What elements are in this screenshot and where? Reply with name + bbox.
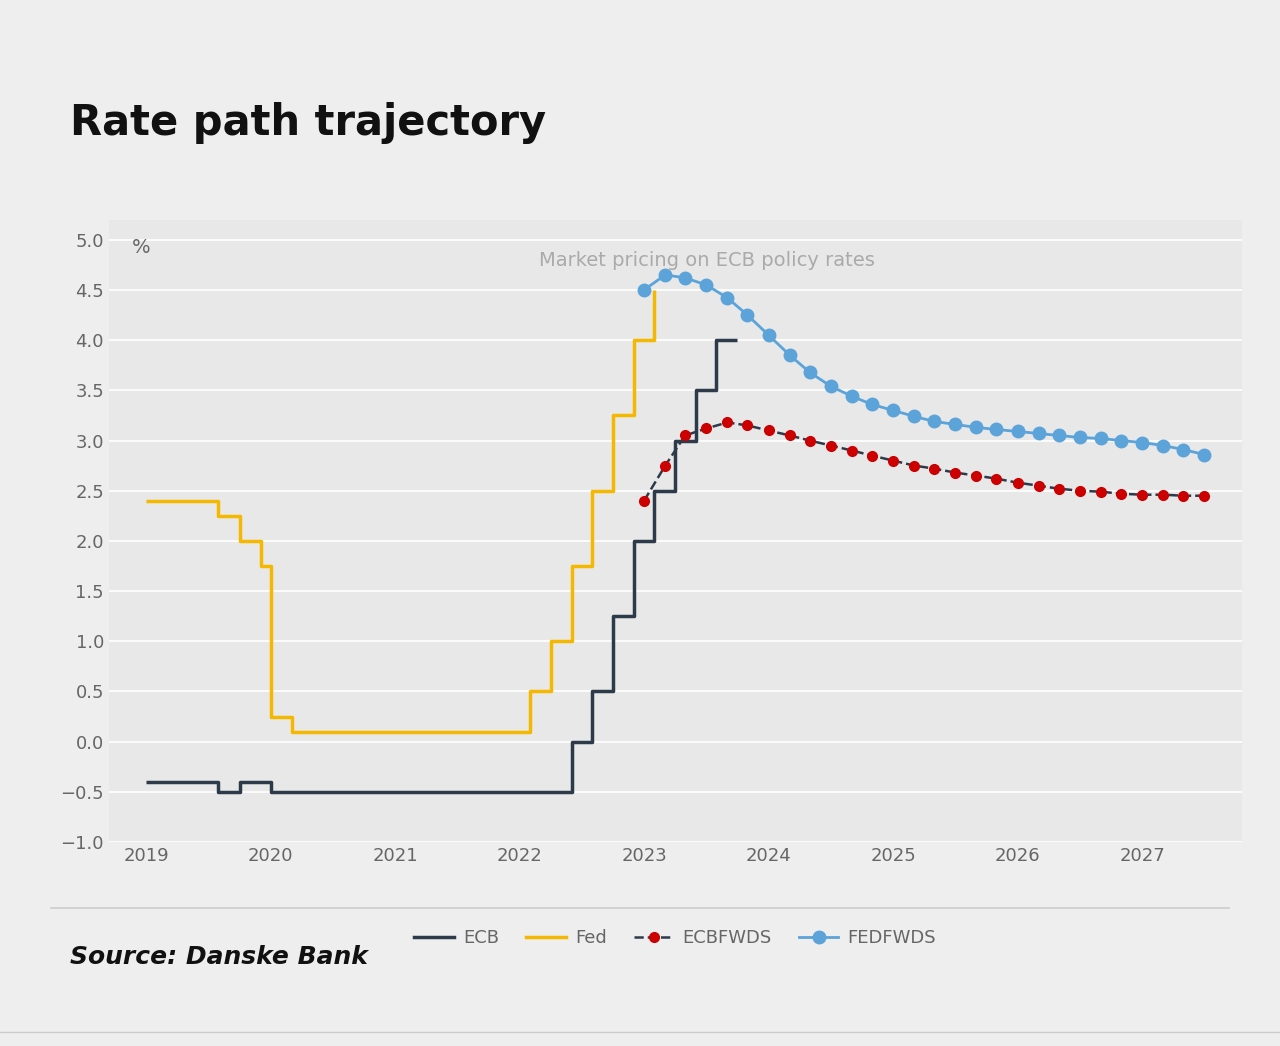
Legend: ECB, Fed, ECBFWDS, FEDFWDS: ECB, Fed, ECBFWDS, FEDFWDS: [407, 922, 943, 954]
Text: Market pricing on ECB policy rates: Market pricing on ECB policy rates: [539, 251, 876, 270]
Text: Rate path trajectory: Rate path trajectory: [70, 103, 547, 144]
Text: Source: Danske Bank: Source: Danske Bank: [70, 946, 369, 969]
Text: %: %: [132, 238, 150, 257]
